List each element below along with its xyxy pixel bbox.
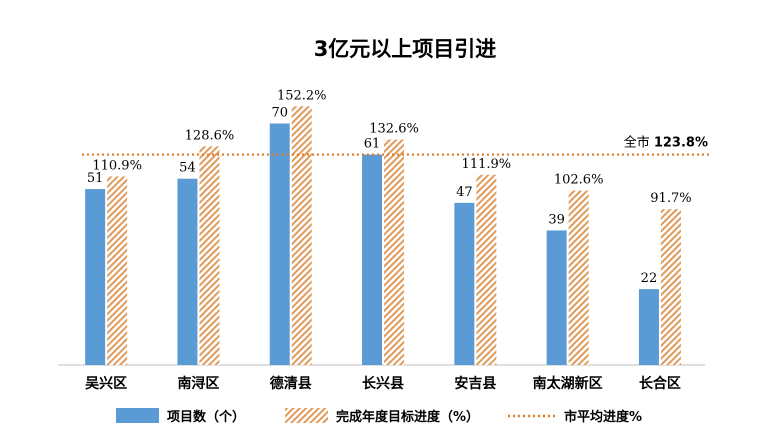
legend-swatch-project-count xyxy=(116,408,159,423)
bar-progress xyxy=(107,176,128,365)
data-label-progress: 152.2% xyxy=(277,88,327,103)
bar-progress xyxy=(476,174,497,365)
bar-project-count xyxy=(177,178,198,365)
bar-project-count xyxy=(85,189,106,365)
legend-label-progress: 完成年度目标进度（%） xyxy=(336,409,479,425)
data-label-progress: 102.6% xyxy=(554,173,604,188)
data-label-progress: 111.9% xyxy=(462,157,512,172)
bar-progress xyxy=(568,190,589,365)
data-label-project-count: 39 xyxy=(548,212,565,227)
bar-progress xyxy=(199,146,220,365)
category-label: 南浔区 xyxy=(177,375,219,392)
chart-title: 3亿元以上项目引进 xyxy=(314,37,497,61)
data-label-project-count: 51 xyxy=(87,171,104,186)
category-label: 德清县 xyxy=(270,375,312,392)
bar-project-count xyxy=(269,123,290,365)
bar-project-count xyxy=(362,154,383,365)
category-label: 南太湖新区 xyxy=(533,375,603,392)
data-label-project-count: 70 xyxy=(271,106,288,121)
data-label-project-count: 47 xyxy=(456,185,473,200)
category-label: 安吉县 xyxy=(454,375,496,392)
bar-progress xyxy=(660,209,681,365)
bar-progress xyxy=(384,139,405,365)
category-label: 长合区 xyxy=(639,375,681,392)
data-label-project-count: 22 xyxy=(641,271,658,286)
legend-swatch-progress xyxy=(285,408,328,423)
data-label-progress: 132.6% xyxy=(369,122,419,137)
average-label: 全市 123.8% xyxy=(624,135,708,151)
bar-project-count xyxy=(454,202,475,365)
data-label-progress: 128.6% xyxy=(185,128,235,143)
bar-project-count xyxy=(638,289,659,365)
data-label-project-count: 54 xyxy=(179,161,196,176)
bar-project-count xyxy=(546,230,567,365)
data-label-progress: 110.9% xyxy=(92,158,142,173)
legend-label-project-count: 项目数（个） xyxy=(167,409,245,425)
bar-progress xyxy=(291,106,312,365)
data-label-progress: 91.7% xyxy=(650,191,691,206)
category-label: 吴兴区 xyxy=(85,375,127,392)
legend: 项目数（个） 完成年度目标进度（%） 市平均进度% xyxy=(116,408,642,425)
data-label-project-count: 61 xyxy=(364,137,381,152)
category-label: 长兴县 xyxy=(362,375,404,392)
legend-label-average: 市平均进度% xyxy=(564,409,642,425)
